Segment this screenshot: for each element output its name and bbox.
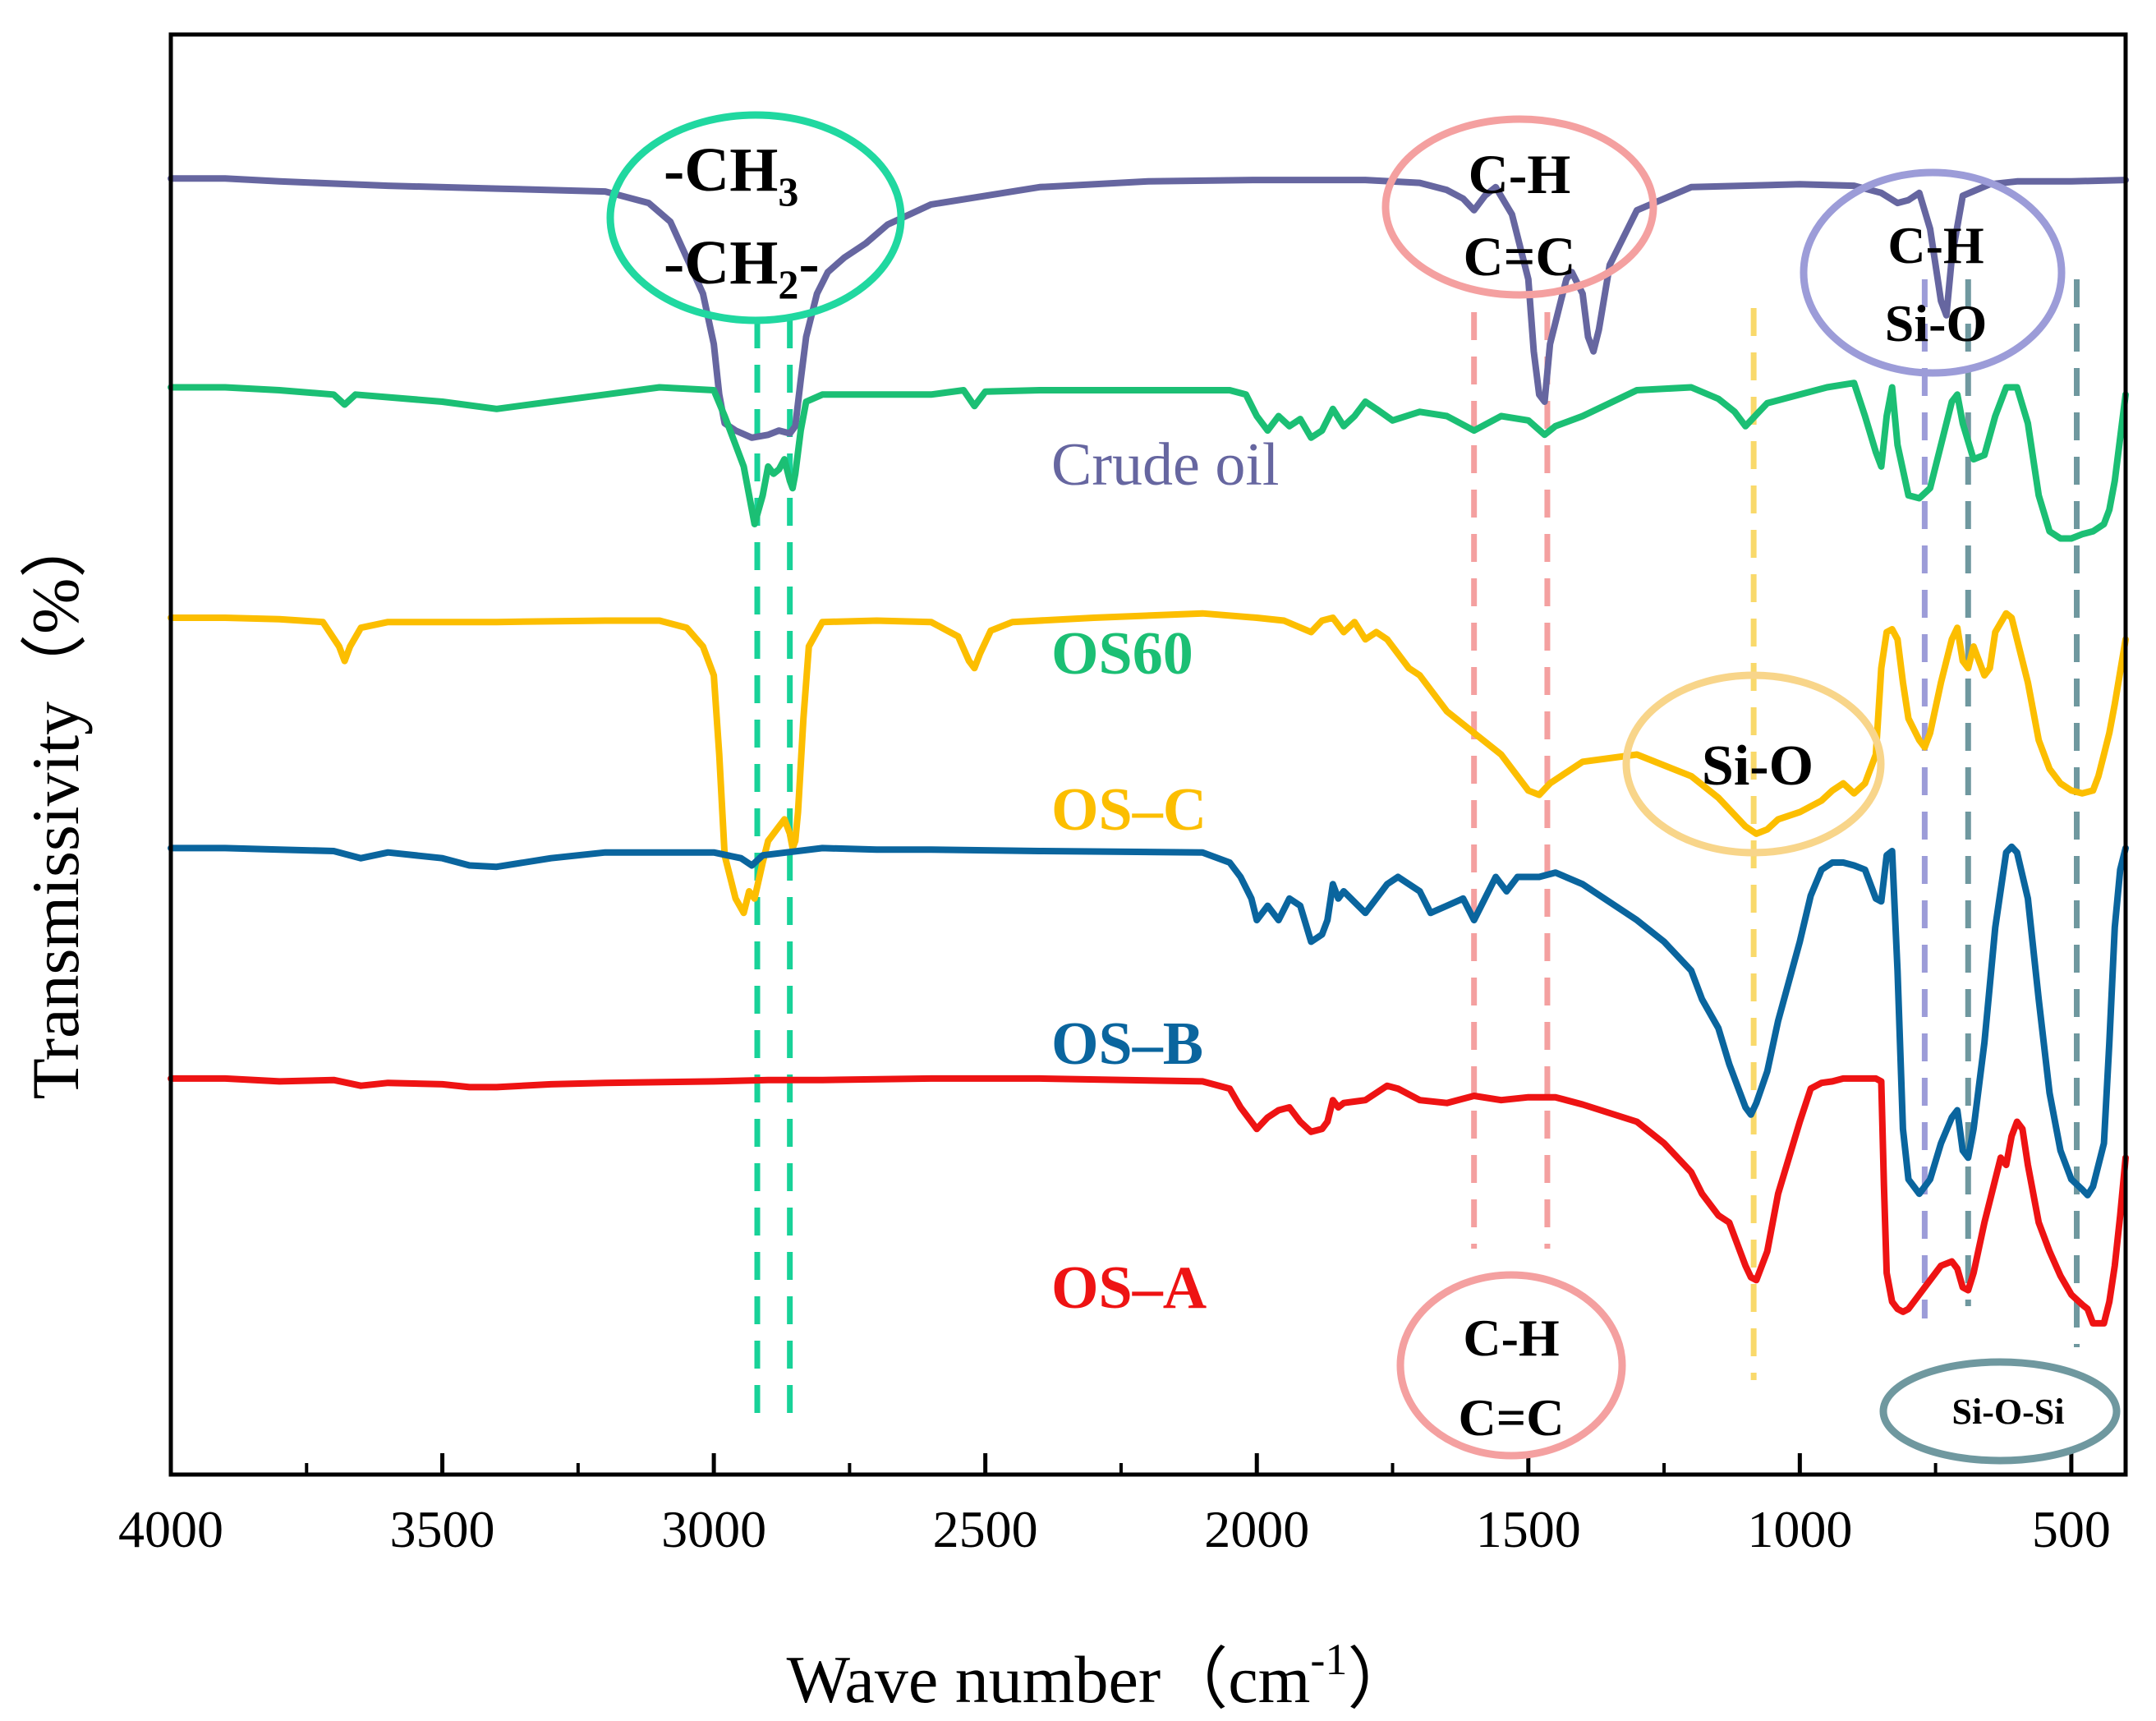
- annotation-text-ch: C-H: [1887, 216, 1984, 274]
- x-tick-label-1500: 1500: [1476, 1500, 1581, 1558]
- annotation-text-ch: C-H: [1463, 1309, 1559, 1367]
- x-tick-label-2000: 2000: [1204, 1500, 1309, 1558]
- annotation-text-si-o-si: Si-O-Si: [1952, 1392, 2065, 1432]
- x-axis-ticks: 4000 3500 3000 2500 2000 1500 1000 500: [118, 1453, 2111, 1558]
- annotation-ellipse-si-o-si: [1879, 1358, 2121, 1465]
- x-tick-label-2500: 2500: [933, 1500, 1038, 1558]
- annotation-ellipse-sio: [1622, 671, 1885, 857]
- annotation-ch-cc-bottom: C-H C=C: [1396, 1271, 1626, 1460]
- annotation-text-ch2: -CH2-: [664, 228, 820, 307]
- series-line-crude-oil: [168, 175, 2129, 441]
- annotation-ellipse-ch3-ch2: [606, 111, 905, 324]
- series-line-os-a: [168, 1074, 2129, 1327]
- annotation-sio: Si-O: [1622, 671, 1885, 857]
- series-label-os-b: OS–B: [1051, 1010, 1203, 1078]
- annotation-text-sio: Si-O: [1702, 734, 1814, 798]
- annotation-ellipse-ch-sio: [1800, 168, 2066, 377]
- series-label-crude-oil: Crude oil: [1051, 431, 1279, 499]
- annotation-text-sio: Si-O: [1885, 294, 1987, 352]
- annotation-text-ch: C-H: [1469, 143, 1571, 205]
- series-line-os-c: [168, 610, 2129, 917]
- x-tick-label-3500: 3500: [390, 1500, 495, 1558]
- annotation-ellipse-ch-cc-top: [1381, 115, 1657, 299]
- annotation-text-cc: C=C: [1464, 225, 1576, 288]
- annotation-ch3-ch2: -CH3 -CH2-: [606, 111, 905, 324]
- annotation-text-cc: C=C: [1459, 1388, 1565, 1447]
- series-label-os-c: OS–C: [1051, 776, 1207, 844]
- annotation-ch-cc-top: C-H C=C: [1381, 115, 1657, 299]
- x-tick-label-3000: 3000: [661, 1500, 766, 1558]
- x-axis-title: Wave number（cm-1）: [787, 1635, 1415, 1717]
- x-tick-label-4000: 4000: [118, 1500, 223, 1558]
- x-tick-label-500: 500: [2032, 1500, 2111, 1558]
- x-tick-label-1000: 1000: [1747, 1500, 1852, 1558]
- annotation-text-ch3: -CH3: [664, 136, 798, 214]
- dashed-markers: [754, 279, 2080, 1417]
- annotation-ellipse-ch-cc-bottom: [1396, 1271, 1626, 1460]
- y-axis-title: Transmissivity（%）: [18, 511, 93, 1100]
- plot-frame: [168, 32, 2128, 1477]
- annotation-ch-sio: C-H Si-O: [1800, 168, 2066, 377]
- series-label-os-a: OS–A: [1051, 1254, 1207, 1322]
- annotation-si-o-si: Si-O-Si: [1879, 1358, 2121, 1465]
- spectra-series: [168, 175, 2129, 1327]
- series-line-os-b: [168, 843, 2129, 1199]
- series-line-os60: [168, 380, 2129, 542]
- series-label-os60: OS60: [1051, 620, 1193, 688]
